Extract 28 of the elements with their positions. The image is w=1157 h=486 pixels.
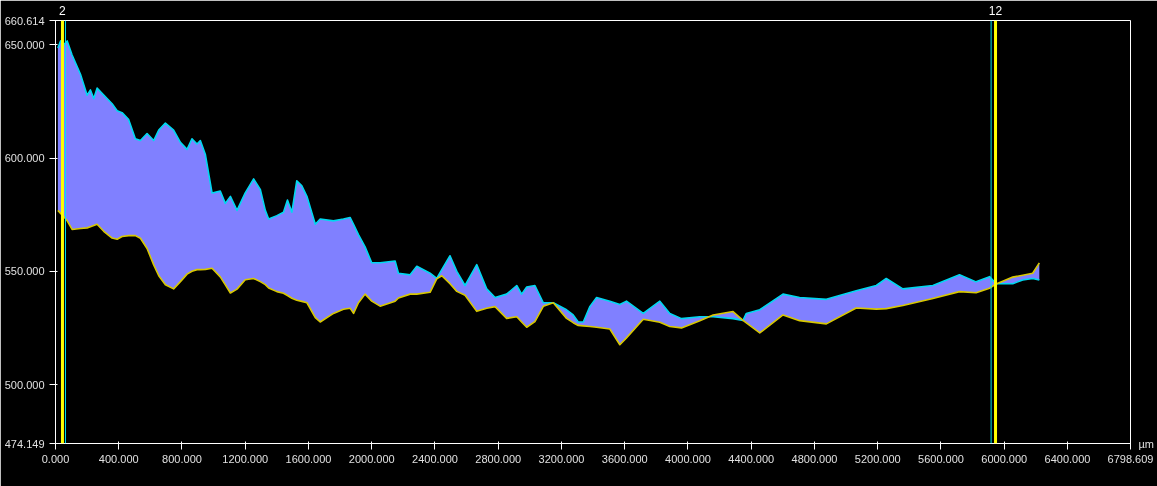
- line-series: [57, 209, 1041, 346]
- y-tick-label: 600.000: [4, 152, 45, 164]
- x-tick-label: 400.000: [98, 452, 139, 465]
- y-tick-label: 650.000: [4, 38, 45, 51]
- y-tick-label: 474.149: [4, 437, 45, 450]
- x-tick-label: 3600.000: [601, 452, 648, 465]
- x-tick-label: 6400.000: [1044, 452, 1091, 465]
- text: 2: [59, 3, 67, 18]
- x-tick-label: 6000.000: [981, 452, 1028, 465]
- x-tick-label: 800.000: [162, 452, 202, 465]
- text: 12: [988, 3, 1003, 18]
- x-tick-label: 4800.000: [791, 452, 838, 465]
- x-tick-label: 2400.000: [412, 452, 458, 465]
- x-tick-label: 3200.000: [538, 452, 585, 465]
- x-tick-label: 4400.000: [728, 452, 775, 465]
- x-tick-label: 6798.609: [1107, 452, 1154, 465]
- x-tick-label: 5200.000: [854, 452, 901, 465]
- y-tick-label: 660.614: [4, 14, 45, 27]
- x-tick-label: 4000.000: [665, 452, 711, 465]
- x-tick-label: 5600.000: [918, 452, 964, 465]
- x-tick-label: 2800.000: [475, 452, 522, 465]
- y-tick-label: 550.000: [4, 265, 45, 278]
- y-tick-label: 500.000: [4, 378, 45, 391]
- x-tick-label: 1600.000: [285, 452, 332, 465]
- x-tick-label: 2000.000: [348, 452, 395, 465]
- x-tick-label: 0.000: [41, 452, 70, 465]
- x-tick-label: 1200.000: [222, 452, 269, 465]
- x-axis-title: µm: [1138, 437, 1155, 450]
